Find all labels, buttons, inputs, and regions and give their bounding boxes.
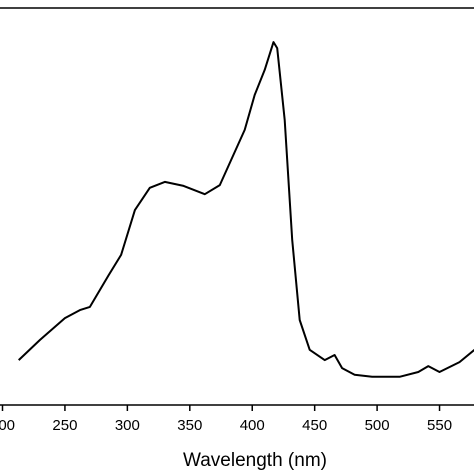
x-axis-label: Wavelength (nm): [183, 450, 327, 471]
x-tick-label: 200: [0, 417, 15, 434]
x-tick-label: 550: [427, 417, 452, 434]
x-tick-label: 350: [177, 417, 202, 434]
x-tick-label: 300: [115, 417, 140, 434]
x-tick-label: 500: [365, 417, 390, 434]
spectrum-line: [18, 41, 474, 378]
x-tick-label: 450: [302, 417, 327, 434]
x-tick-label: 250: [52, 417, 77, 434]
x-tick-label: 400: [240, 417, 265, 434]
